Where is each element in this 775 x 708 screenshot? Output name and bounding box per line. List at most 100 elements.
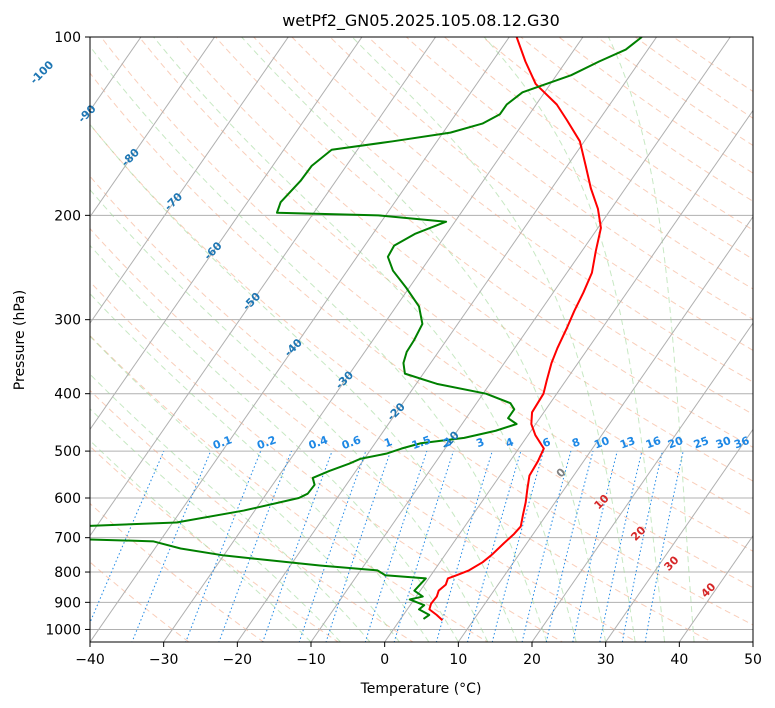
isotherm--30 [163,37,584,642]
axis-ticks: −40 −30 −20 −10 0 10 20 30 40 5010020030040050060… [45,30,762,668]
x-tick-label-7: 30 [597,652,615,668]
x-tick-label-6: 20 [523,652,541,668]
pressure-grid [90,36,753,630]
isotherm--10 [310,37,731,642]
moist-adiabat-38 [483,37,666,642]
x-tick-label-5: 10 [449,652,467,668]
x-tick-label-0: −40 [75,652,105,668]
mixing-ratio-line-8 [393,450,454,642]
mixing-ratio-label-12: 13 [618,434,637,451]
mixing-ratio-label-7: 3 [474,435,486,450]
x-tick-label-4: 0 [380,652,389,668]
temperature-profile [428,37,602,622]
mixing-ratio-line-17 [644,450,684,642]
y-tick-label-3: 400 [54,387,81,403]
mixing-ratio-line-15 [599,450,643,642]
moist-adiabat--2 [90,373,371,642]
dry-adiabat-110 [253,37,753,415]
dry-adiabat-20 [90,281,564,642]
mixing-ratio-label-10: 8 [570,435,582,450]
mixing-ratio-label-17: 36 [732,434,751,452]
mixing-ratio-line-10 [466,450,522,642]
moist-adiabat-6 [90,293,430,642]
dry-adiabat-190 [558,37,753,174]
chart-title: wetPf2_GN05.2025.105.08.12.G30 [282,11,560,31]
dry-adiabat-180 [520,37,753,202]
dry-adiabat-160 [443,37,753,260]
mixing-ratio-line-9 [435,450,493,642]
mixing-ratio-line-1 [131,450,212,642]
isotherm--20 [236,37,658,642]
isotherm-0 [384,109,753,642]
dry-adiabat--10 [90,445,340,642]
dry-adiabat-120 [291,37,753,383]
mixing-ratio-label-13: 16 [644,434,663,452]
y-tick-label-1: 200 [54,208,81,224]
y-tick-label-0: 100 [54,30,81,46]
moist-adiabat-22 [90,45,548,642]
mixing-ratio-label-0: 0.1 [211,433,234,452]
x-axis-title: Temperature (°C) [360,681,482,697]
dry-adiabat-130 [329,37,753,351]
mixing-ratio-label-6: 2 [441,435,453,450]
moist-adiabat-42 [608,37,695,642]
y-tick-label-9: 1000 [45,622,81,638]
mixing-ratio-label-9: 6 [541,435,553,450]
y-tick-label-7: 800 [54,565,81,581]
x-tick-label-2: −20 [223,652,253,668]
mixing-ratio-line-0 [90,450,165,624]
moist-adiabat-2 [90,335,400,642]
dry-adiabat-150 [405,37,753,290]
isotherm-10 [457,215,753,642]
mixing-ratio-line-3 [218,450,292,642]
dry-adiabat-60 [90,72,753,589]
mixing-ratio-label-1: 0.2 [255,433,278,452]
mixing-ratio-line-7 [364,450,428,642]
dry-adiabat-70 [100,37,753,552]
mixing-ratio-label-15: 25 [692,434,711,451]
dry-adiabat-100 [214,37,753,448]
mixing-ratio-label-14: 20 [666,434,685,452]
isotherm-40 [678,534,753,642]
isotherm-20 [531,322,753,642]
isotherm-label-0: -100 [28,58,57,87]
mixing-ratio-label-5: 1.5 [410,433,433,452]
mixing-ratio-label-2: 0.4 [307,433,330,452]
isotherm--110 [0,24,3,654]
isotherm-30 [605,428,753,642]
moist-adiabat-18 [90,123,518,642]
dry-adiabat-140 [367,37,753,320]
y-axis-title: Pressure (hPa) [12,290,28,390]
background-lines [0,24,753,654]
plot-frame [89,36,754,643]
mixing-ratio-line-13 [545,450,594,642]
dry-adiabat-40 [90,175,713,642]
y-tick-label-2: 300 [54,313,81,329]
x-tick-label-9: 50 [744,652,762,668]
plot-background [90,37,753,642]
y-tick-label-4: 500 [54,444,81,460]
y-tick-label-8: 900 [54,595,81,611]
moist-adiabat-10 [90,244,459,642]
mixing-ratio-label-16: 30 [714,434,733,452]
x-tick-label-8: 40 [670,652,688,668]
profile-lines [90,37,643,622]
moist-adiabat-30 [241,37,607,642]
dry-adiabat-170 [481,37,753,231]
mixing-ratio-label-11: 10 [592,434,611,452]
isotherm--70 [90,37,289,324]
mixing-ratio-label-8: 4 [504,435,516,450]
mixing-ratio-label-3: 0.6 [340,433,363,452]
mixing-ratio-label-4: 1 [382,435,394,450]
isotherm--60 [90,37,363,431]
mixing-ratio-line-11 [491,450,545,642]
mixing-ratio-line-16 [621,450,663,642]
dry-adiabat-200 [596,37,753,147]
dry-adiabat-90 [176,37,753,482]
mixing-ratio-line-2 [185,450,262,642]
dry-adiabat--20 [90,502,265,642]
x-tick-label-3: −10 [296,652,326,668]
moist-adiabat--6 [90,408,341,642]
isotherm--50 [90,37,437,537]
